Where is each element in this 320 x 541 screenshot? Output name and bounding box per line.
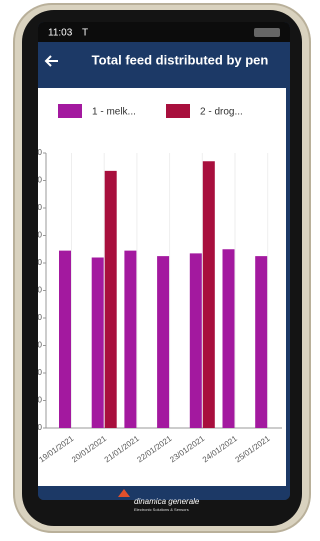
bar: [157, 256, 170, 428]
status-time: 11:03: [48, 28, 73, 39]
y-tick-label: 60: [33, 258, 42, 267]
y-tick-label: 90: [33, 176, 42, 185]
bar: [189, 253, 202, 428]
footer-bar: [38, 488, 290, 500]
bar: [59, 250, 71, 428]
status-bar: [38, 22, 290, 42]
legend-swatch: [166, 104, 190, 118]
legend-swatch: [58, 104, 82, 118]
footer-brand: dinamica generale: [134, 497, 200, 506]
y-tick-label: 30: [33, 341, 42, 350]
bar: [91, 257, 104, 428]
legend-label: 1 - melk...: [92, 107, 136, 118]
y-tick-label: 20: [33, 368, 42, 377]
y-tick-label: 10: [33, 396, 42, 405]
logo-icon: [118, 489, 130, 497]
y-tick-label: 80: [33, 203, 42, 212]
y-tick-label: 0: [38, 423, 43, 432]
footer-tagline: Electronic Solutions & Sensors: [134, 507, 189, 512]
y-tick-label: 100: [29, 148, 43, 157]
y-tick-label: 40: [33, 313, 42, 322]
status-carrier: T: [82, 28, 88, 39]
header-title: Total feed distributed by pen: [92, 52, 269, 67]
bar: [124, 250, 137, 428]
y-tick-label: 50: [33, 286, 42, 295]
bar: [222, 249, 235, 428]
legend-label: 2 - drog...: [200, 107, 243, 118]
bar: [202, 161, 215, 428]
bar: [104, 170, 117, 428]
y-tick-label: 70: [33, 231, 42, 240]
screen: 11:03 T Total feed distributed by pen 1 …: [29, 22, 290, 500]
status-icons: [254, 28, 280, 37]
back-button[interactable]: [44, 55, 58, 67]
bar: [255, 256, 268, 428]
